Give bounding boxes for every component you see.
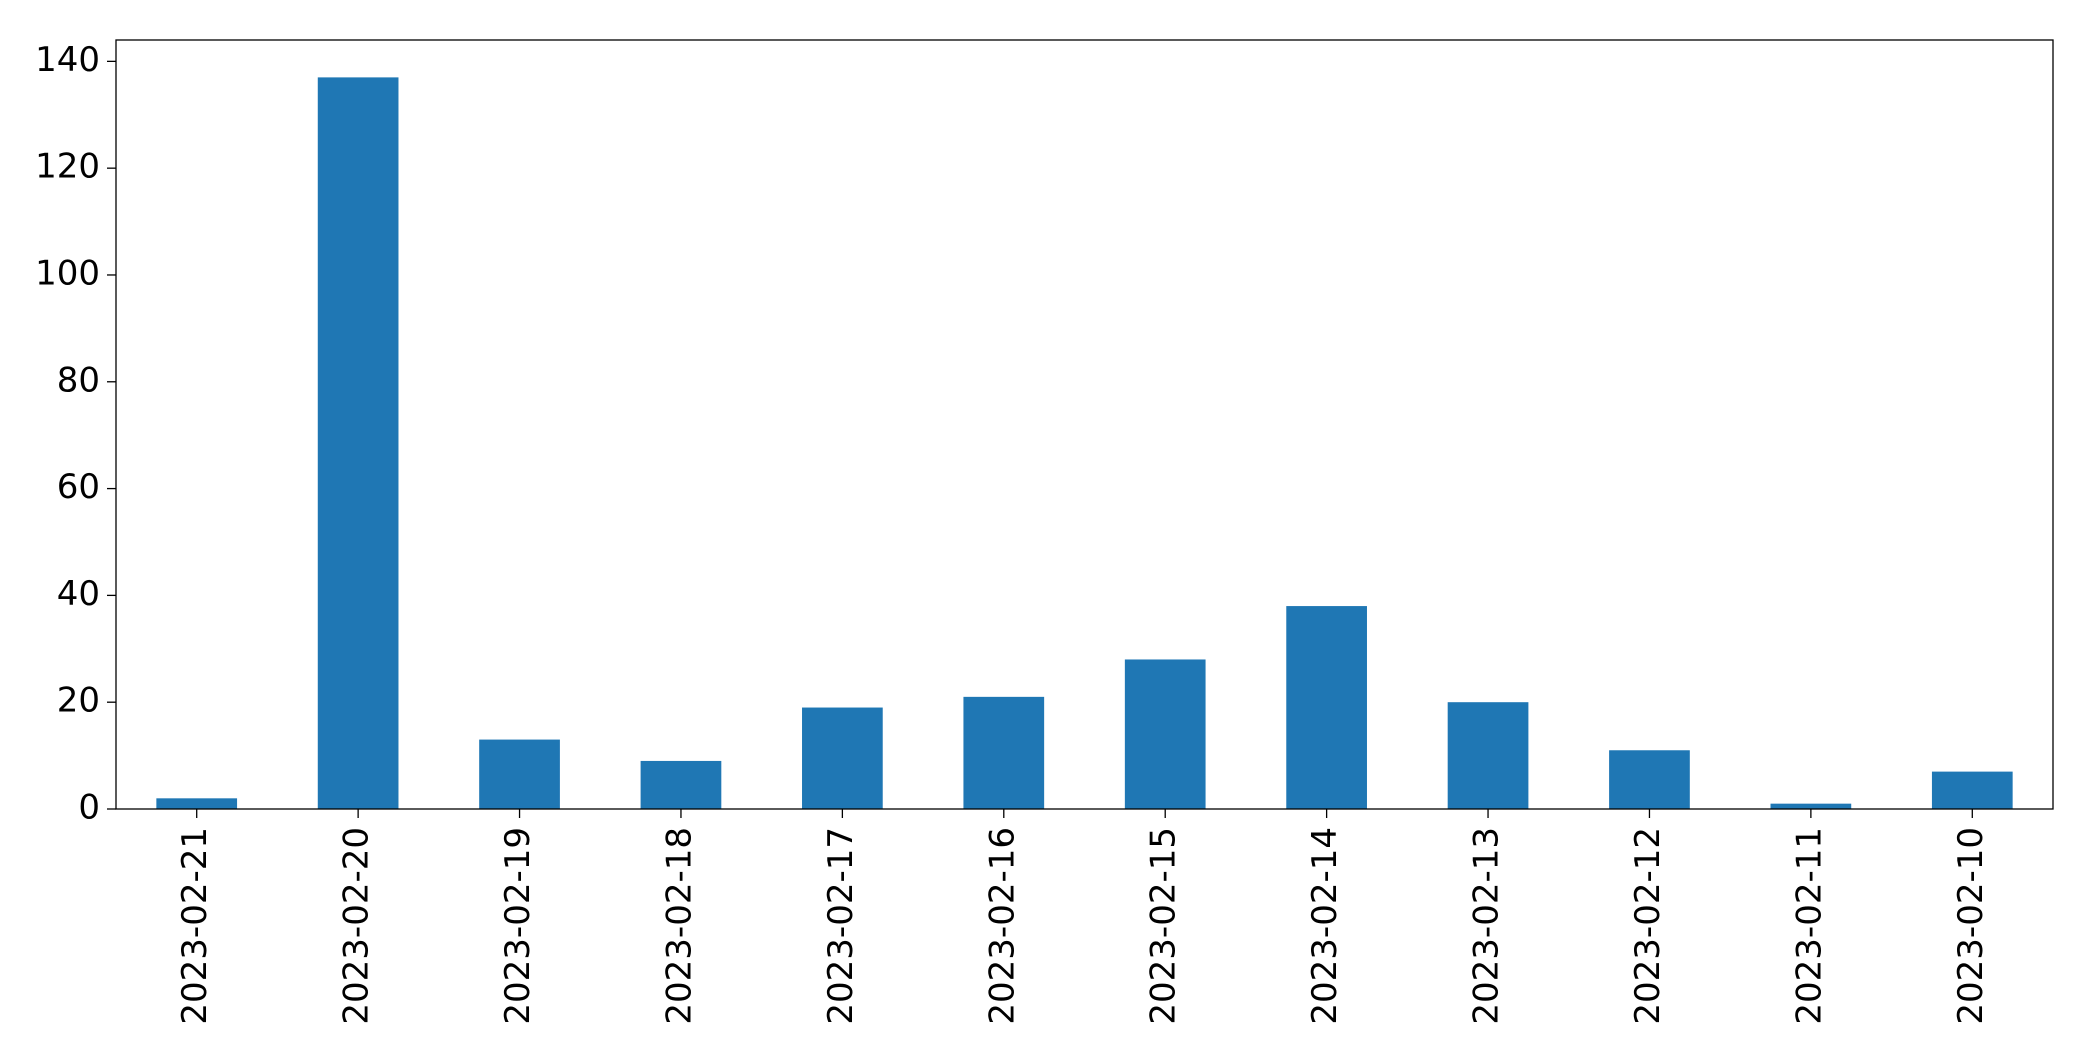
x-tick-label: 2023-02-18: [659, 827, 699, 1025]
x-tick-label: 2023-02-12: [1628, 827, 1668, 1025]
bar: [156, 798, 238, 809]
x-tick-label: 2023-02-21: [175, 827, 215, 1025]
bar: [1124, 659, 1206, 809]
x-tick-label: 2023-02-17: [821, 827, 861, 1025]
bar: [1609, 750, 1690, 809]
bar: [1770, 803, 1852, 809]
bar: [1286, 606, 1367, 809]
bar: [317, 77, 399, 809]
y-tick-label: 120: [35, 147, 100, 187]
x-tick-label: 2023-02-16: [982, 827, 1022, 1025]
x-tick-label: 2023-02-10: [1951, 827, 1991, 1025]
y-tick-label: 140: [35, 40, 100, 80]
x-tick-label: 2023-02-15: [1144, 827, 1184, 1025]
y-tick-label: 0: [78, 788, 100, 828]
bar: [1931, 771, 2013, 809]
bar: [640, 760, 722, 809]
y-tick-label: 20: [57, 681, 100, 721]
y-tick-label: 80: [57, 360, 100, 400]
y-tick-label: 100: [35, 253, 100, 293]
y-tick-label: 60: [57, 467, 100, 507]
bar: [802, 707, 883, 809]
bar: [1447, 702, 1529, 809]
x-tick-label: 2023-02-13: [1467, 827, 1507, 1025]
bar: [963, 696, 1045, 809]
x-tick-label: 2023-02-20: [337, 827, 377, 1025]
x-tick-label: 2023-02-19: [498, 827, 538, 1025]
x-tick-label: 2023-02-14: [1305, 827, 1345, 1025]
x-tick-label: 2023-02-11: [1789, 827, 1829, 1025]
axes-frame: [115, 39, 2054, 810]
y-tick-label: 40: [57, 574, 100, 614]
bar: [479, 739, 560, 809]
